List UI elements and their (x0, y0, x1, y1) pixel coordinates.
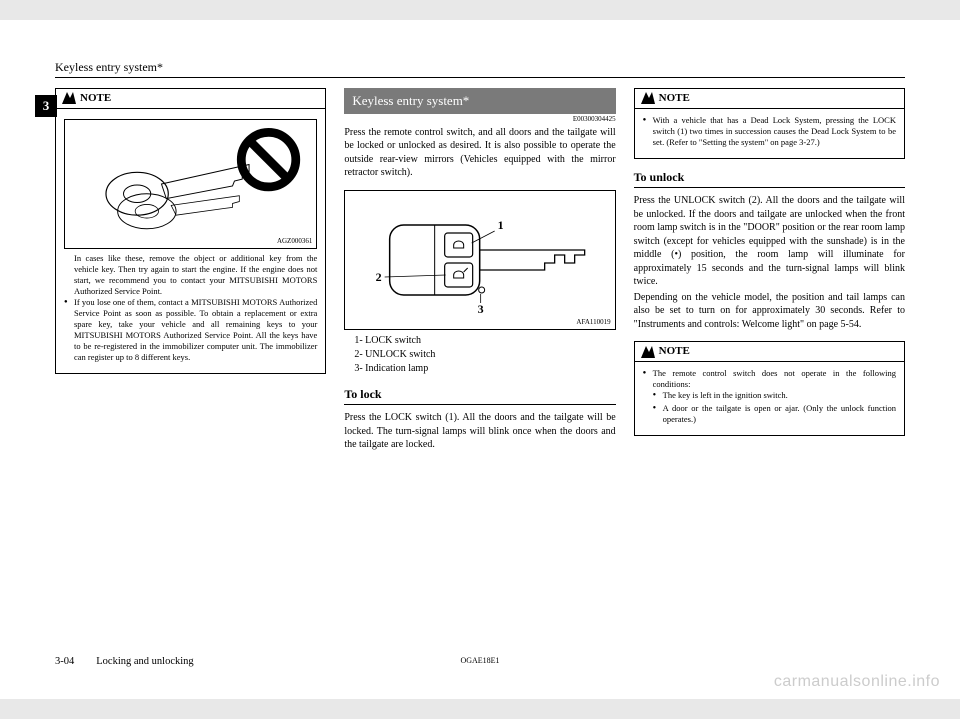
note-sub-item: The key is left in the ignition switch. (653, 390, 896, 401)
remote-key-illustration: 1 2 3 (349, 195, 610, 325)
note-box-2: NOTE With a vehicle that has a Dead Lock… (634, 88, 905, 159)
watermark: carmanualsonline.info (774, 673, 940, 691)
note-icon (62, 92, 76, 104)
chapter-tab: 3 (35, 95, 57, 117)
note-bullet-item: If you lose one of them, contact a MITSU… (64, 297, 317, 363)
key-illustration (69, 124, 312, 244)
note-heading: NOTE (635, 89, 904, 109)
page-header: Keyless entry system* (55, 60, 905, 78)
column-1: NOTE (55, 88, 326, 452)
content-columns: NOTE (55, 88, 905, 452)
note-sub-item: A door or the tailgate is open or ajar. … (653, 403, 896, 425)
subhead-to-lock: To lock (344, 386, 615, 405)
note-label: NOTE (659, 91, 690, 106)
note-icon (641, 92, 655, 104)
note-sub-bullets: The key is left in the ignition switch. … (653, 390, 896, 425)
note-heading: NOTE (635, 342, 904, 362)
note-body-3: The remote control switch does not opera… (635, 362, 904, 435)
intro-paragraph: Press the remote control switch, and all… (344, 126, 615, 180)
note-body-1: AGZ000361 In cases like these, remove th… (56, 109, 325, 373)
note-label: NOTE (659, 344, 690, 359)
note-bullets: With a vehicle that has a Dead Lock Syst… (643, 115, 896, 148)
subhead-to-unlock: To unlock (634, 169, 905, 188)
page-footer: 3-04 Locking and unlocking OGAE18E1 (55, 656, 905, 667)
note-bullet-item: With a vehicle that has a Dead Lock Syst… (643, 115, 896, 148)
figure-caption-2: AFA110019 (576, 318, 610, 327)
figure-remote-key: 1 2 3 AFA110019 (344, 190, 615, 330)
column-3: NOTE With a vehicle that has a Dead Lock… (634, 88, 905, 452)
lock-paragraph: Press the LOCK switch (1). All the doors… (344, 411, 615, 452)
page-number: 3-04 (55, 656, 74, 667)
note-icon (641, 346, 655, 358)
unlock-paragraph-1: Press the UNLOCK switch (2). All the doo… (634, 194, 905, 289)
figure-caption: AGZ000361 (277, 237, 312, 246)
section-heading: Keyless entry system* (344, 88, 615, 114)
note-label: NOTE (80, 91, 111, 106)
legend-item: 1- LOCK switch (354, 334, 615, 348)
note-body-2: With a vehicle that has a Dead Lock Syst… (635, 109, 904, 158)
footer-section: Locking and unlocking (96, 656, 193, 667)
note-box-1: NOTE (55, 88, 326, 374)
page: Keyless entry system* 3 NOTE (0, 20, 960, 699)
legend-item: 2- UNLOCK switch (354, 348, 615, 362)
svg-text:3: 3 (478, 302, 484, 316)
svg-text:1: 1 (498, 218, 504, 232)
legend: 1- LOCK switch 2- UNLOCK switch 3- Indic… (354, 334, 615, 376)
note-bullet-item: The remote control switch does not opera… (643, 368, 896, 425)
unlock-paragraph-2: Depending on the vehicle model, the posi… (634, 291, 905, 332)
figure-key-prohibit: AGZ000361 (64, 119, 317, 249)
legend-item: 3- Indication lamp (354, 362, 615, 376)
note-bullets: The remote control switch does not opera… (643, 368, 896, 425)
note-lead: The remote control switch does not opera… (653, 368, 896, 389)
section-code: E00300304425 (344, 115, 615, 124)
column-2: Keyless entry system* E00300304425 Press… (344, 88, 615, 452)
svg-text:2: 2 (376, 270, 382, 284)
note-heading: NOTE (56, 89, 325, 109)
note-paragraph: In cases like these, remove the object o… (64, 253, 317, 297)
note-box-3: NOTE The remote control switch does not … (634, 341, 905, 436)
note-bullets: If you lose one of them, contact a MITSU… (64, 297, 317, 363)
footer-code: OGAE18E1 (460, 656, 499, 665)
